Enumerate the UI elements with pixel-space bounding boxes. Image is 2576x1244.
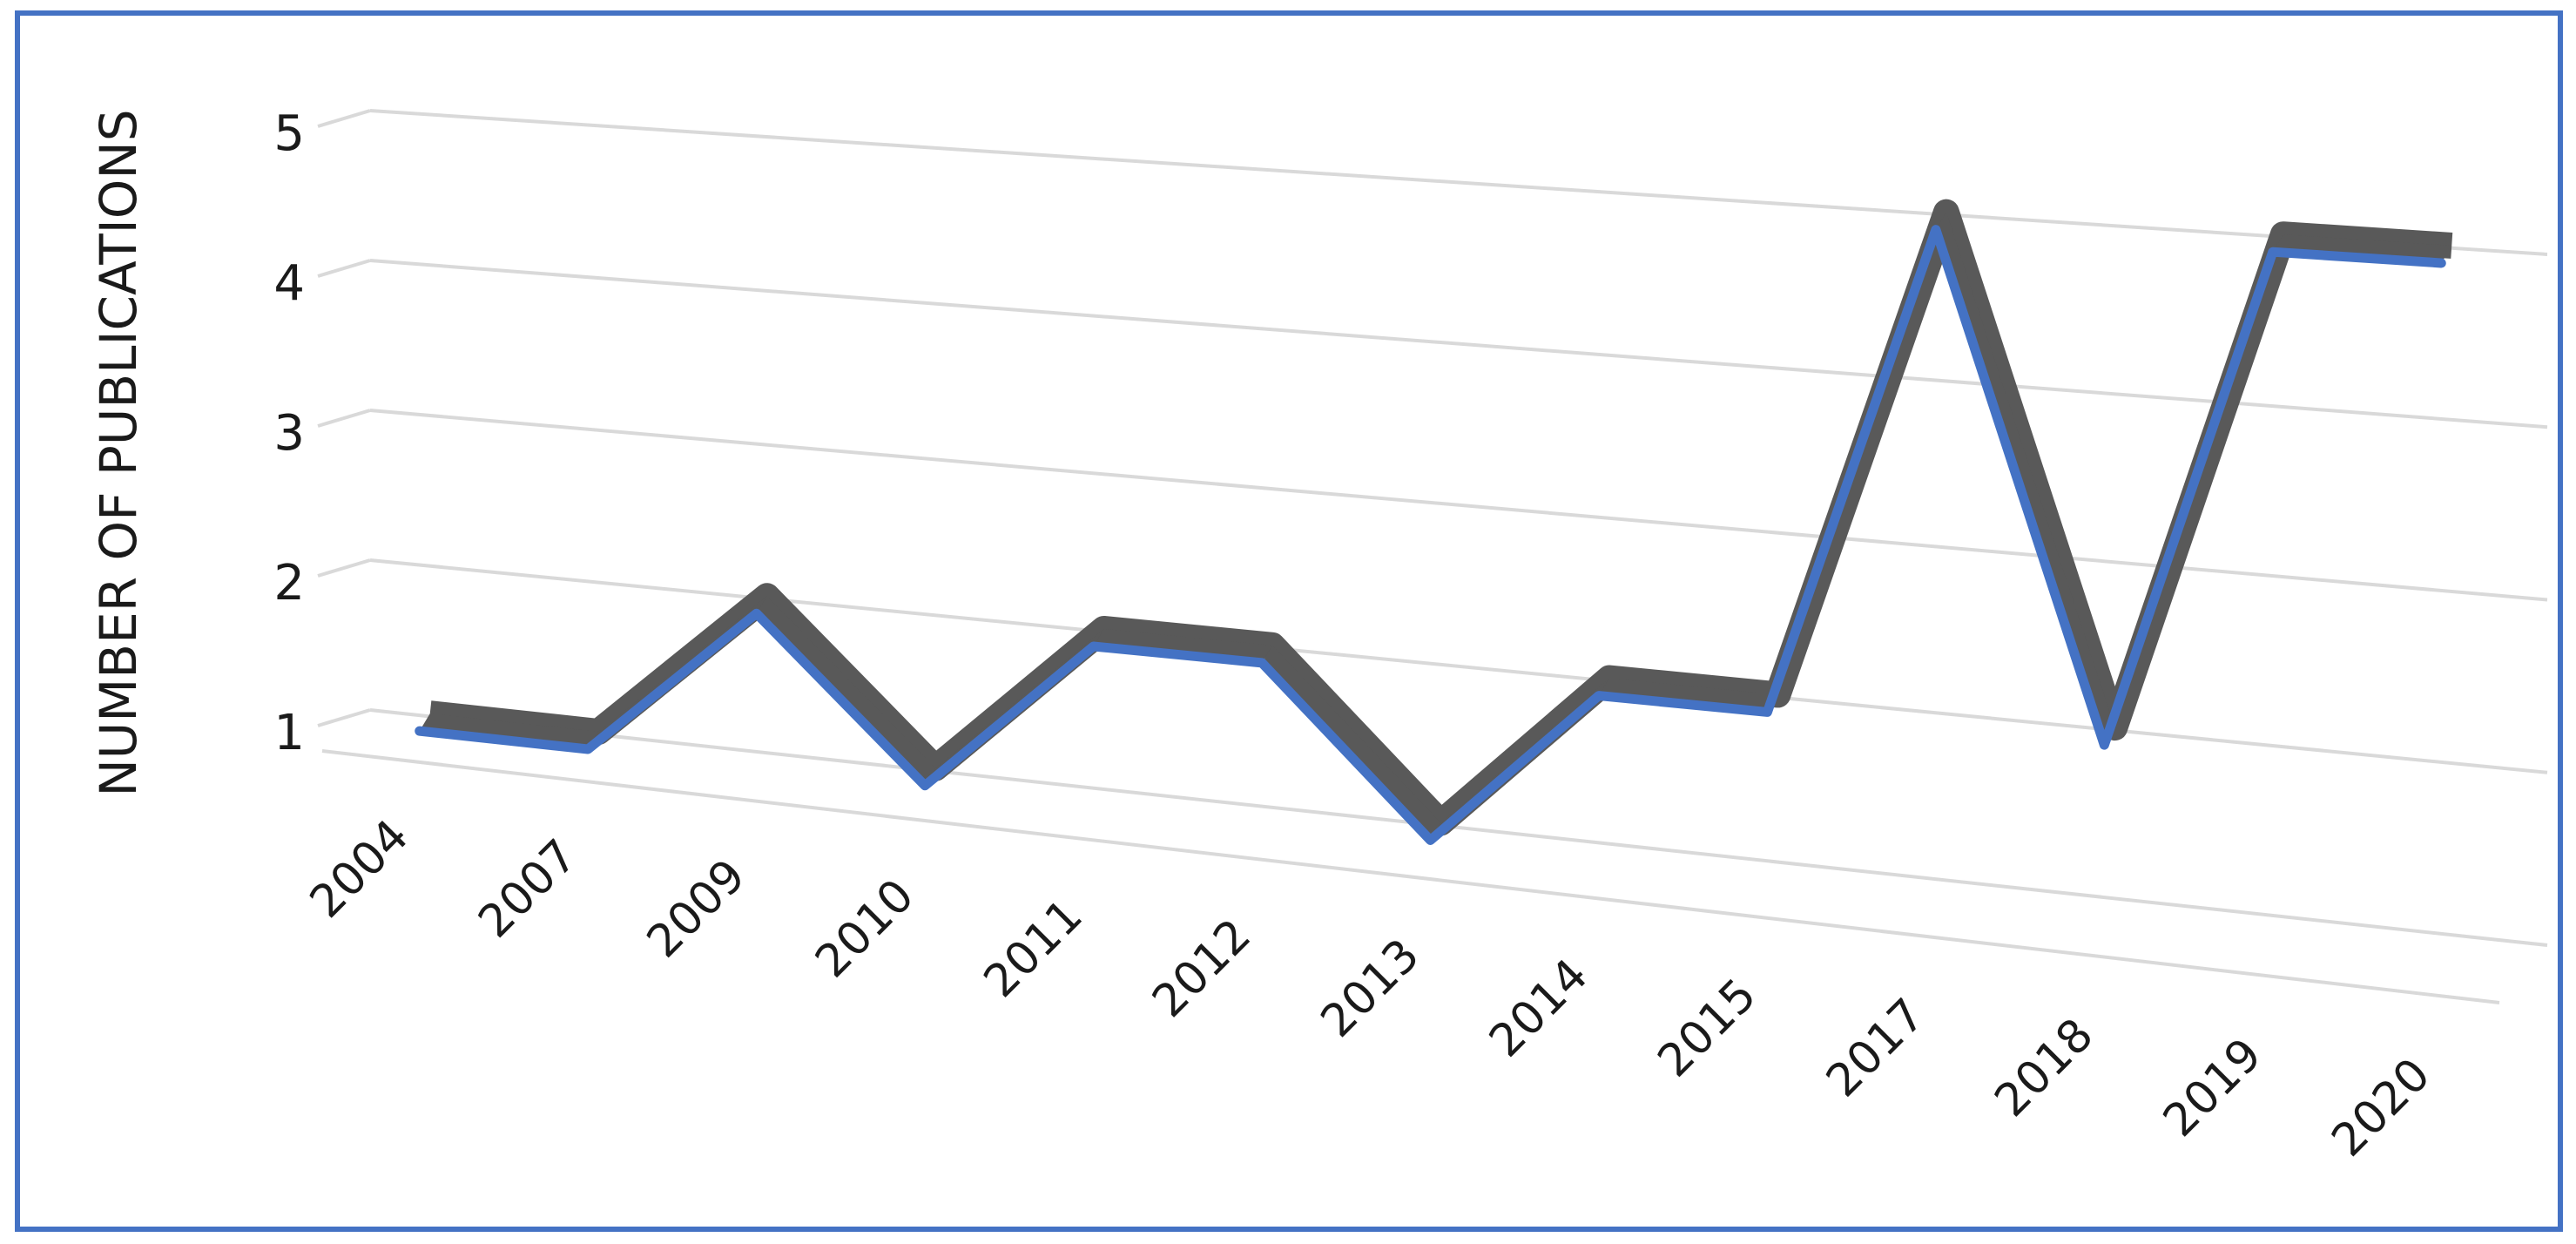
line-side xyxy=(756,596,936,786)
floor-line xyxy=(321,749,2500,1004)
y-axis-title: NUMBER OF PUBLICATIONS xyxy=(89,109,148,796)
tick-lead xyxy=(317,409,371,428)
tick-lead xyxy=(317,109,371,128)
line-side xyxy=(1093,628,1273,663)
line-side xyxy=(2272,234,2452,263)
y-tick-label: 2 xyxy=(273,555,305,612)
frame xyxy=(15,10,2563,1232)
tick-lead xyxy=(317,558,371,578)
line-side xyxy=(1598,678,1778,713)
y-tick-label: 1 xyxy=(273,705,305,761)
y-tick-label: 4 xyxy=(273,255,305,312)
y-tick-label: 3 xyxy=(273,405,305,462)
grid-line xyxy=(369,259,2548,429)
grid-line xyxy=(369,109,2548,256)
line xyxy=(415,225,2446,845)
line-side xyxy=(1262,645,1441,841)
line-side xyxy=(419,713,599,750)
tick-lead xyxy=(317,708,371,727)
grid-line xyxy=(369,708,2548,947)
grid-line xyxy=(369,558,2548,774)
y-tick-label: 5 xyxy=(273,105,305,162)
tick-lead xyxy=(317,259,371,278)
line-side xyxy=(1935,212,2115,746)
grid-line xyxy=(369,409,2548,602)
